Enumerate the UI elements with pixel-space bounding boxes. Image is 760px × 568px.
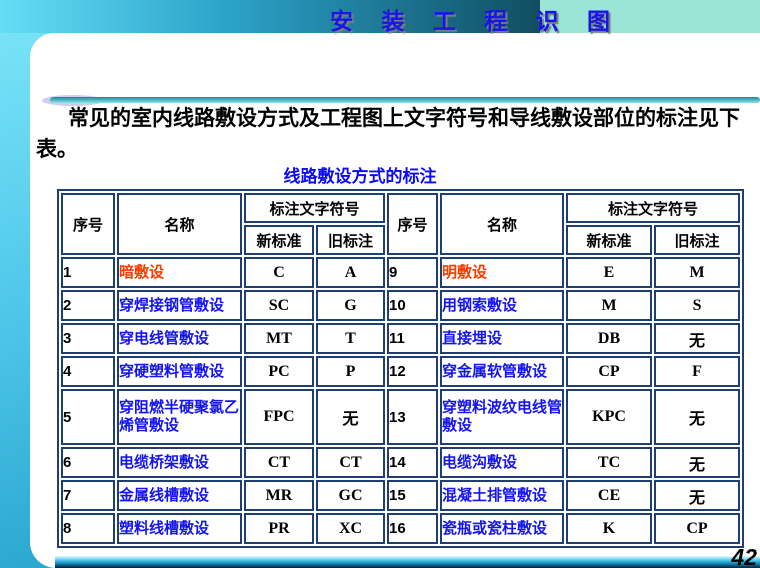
table-row: 6 电缆桥架敷设 CT CT 14 电缆沟敷设 TC 无 [61,447,741,478]
row-old-code: A [316,257,386,288]
row-old-code: 无 [654,389,741,445]
col-header-symbol-left: 标注文字符号 [244,193,386,223]
col-header-oldstd-right: 旧标注 [654,225,741,255]
row-new-code: FPC [244,389,314,445]
row-no: 7 [61,480,115,511]
table-row: 3 穿电线管敷设 MT T 11 直接埋设 DB 无 [61,323,741,354]
row-name: 暗敷设 [117,257,242,288]
row-new-code: CP [566,356,653,387]
row-old-code: F [654,356,741,387]
row-new-code: MR [244,480,314,511]
row-old-code: GC [316,480,386,511]
row-no: 5 [61,389,115,445]
horizontal-divider [50,97,760,103]
row-old-code: P [316,356,386,387]
col-header-symbol-right: 标注文字符号 [566,193,741,223]
content-panel: 常见的室内线路敷设方式及工程图上文字符号和导线敷设部位的标注见下表。 线路敷设方… [30,33,760,568]
row-name: 用钢索敷设 [440,290,565,321]
row-no: 2 [61,290,115,321]
row-no: 16 [387,513,439,544]
top-banner [0,0,760,33]
row-new-code: PR [244,513,314,544]
row-old-code: T [316,323,386,354]
col-header-name-left: 名称 [117,193,242,255]
row-name: 明敷设 [440,257,565,288]
row-name: 穿阻燃半硬聚氯乙烯管敷设 [117,389,242,445]
slide-header-title: 安 装 工 程 识 图 [330,8,621,34]
wiring-methods-table: 序号 名称 标注文字符号 序号 名称 标注文字符号 新标准 旧标注 新标准 旧标… [57,189,745,548]
row-new-code: PC [244,356,314,387]
table-row: 5 穿阻燃半硬聚氯乙烯管敷设 FPC 无 13 穿塑料波纹电线管敷设 KPC 无 [61,389,741,445]
table-row: 4 穿硬塑料管敷设 PC P 12 穿金属软管敷设 CP F [61,356,741,387]
row-name: 电缆沟敷设 [440,447,565,478]
row-name: 直接埋设 [440,323,565,354]
table-row: 2 穿焊接钢管敷设 SC G 10 用钢索敷设 M S [61,290,741,321]
row-new-code: MT [244,323,314,354]
row-new-code: E [566,257,653,288]
row-new-code: M [566,290,653,321]
row-no: 1 [61,257,115,288]
row-no: 4 [61,356,115,387]
table-header-row-2: 新标准 旧标注 新标准 旧标注 [61,225,741,255]
row-name: 穿硬塑料管敷设 [117,356,242,387]
row-old-code: 无 [316,389,386,445]
row-name: 穿电线管敷设 [117,323,242,354]
row-new-code: K [566,513,653,544]
banner-gradient-bar [0,0,540,33]
row-old-code: XC [316,513,386,544]
page-number: 42 [731,544,757,568]
row-no: 10 [387,290,439,321]
row-name: 穿塑料波纹电线管敷设 [440,389,565,445]
row-old-code: 无 [654,480,741,511]
row-name: 塑料线槽敷设 [117,513,242,544]
row-new-code: KPC [566,389,653,445]
row-new-code: SC [244,290,314,321]
row-no: 6 [61,447,115,478]
row-old-code: 无 [654,447,741,478]
row-old-code: CP [654,513,741,544]
row-name: 混凝土排管敷设 [440,480,565,511]
table-row: 7 金属线槽敷设 MR GC 15 混凝土排管敷设 CE 无 [61,480,741,511]
banner-green-bar [540,0,760,33]
row-no: 12 [387,356,439,387]
row-name: 金属线槽敷设 [117,480,242,511]
row-no: 15 [387,480,439,511]
intro-paragraph: 常见的室内线路敷设方式及工程图上文字符号和导线敷设部位的标注见下表。 [36,107,740,161]
table-title: 线路敷设方式的标注 [283,167,437,186]
row-new-code: C [244,257,314,288]
table-row: 8 塑料线槽敷设 PR XC 16 瓷瓶或瓷柱敷设 K CP [61,513,741,544]
col-header-name-right: 名称 [440,193,565,255]
bottom-gradient-bar [55,556,760,568]
row-old-code: M [654,257,741,288]
row-new-code: TC [566,447,653,478]
col-header-no-left: 序号 [61,193,115,255]
row-no: 11 [387,323,439,354]
row-no: 9 [387,257,439,288]
row-no: 13 [387,389,439,445]
table-row: 1 暗敷设 C A 9 明敷设 E M [61,257,741,288]
col-header-newstd-right: 新标准 [566,225,653,255]
row-name: 电缆桥架敷设 [117,447,242,478]
row-new-code: DB [566,323,653,354]
row-name: 瓷瓶或瓷柱敷设 [440,513,565,544]
row-old-code: CT [316,447,386,478]
col-header-newstd-left: 新标准 [244,225,314,255]
row-no: 8 [61,513,115,544]
row-old-code: 无 [654,323,741,354]
table-header-row-1: 序号 名称 标注文字符号 序号 名称 标注文字符号 [61,193,741,255]
row-name: 穿焊接钢管敷设 [117,290,242,321]
row-no: 14 [387,447,439,478]
row-new-code: CE [566,480,653,511]
row-new-code: CT [244,447,314,478]
col-header-oldstd-left: 旧标注 [316,225,386,255]
col-header-no-right: 序号 [387,193,439,255]
row-no: 3 [61,323,115,354]
row-name: 穿金属软管敷设 [440,356,565,387]
row-old-code: S [654,290,741,321]
row-old-code: G [316,290,386,321]
